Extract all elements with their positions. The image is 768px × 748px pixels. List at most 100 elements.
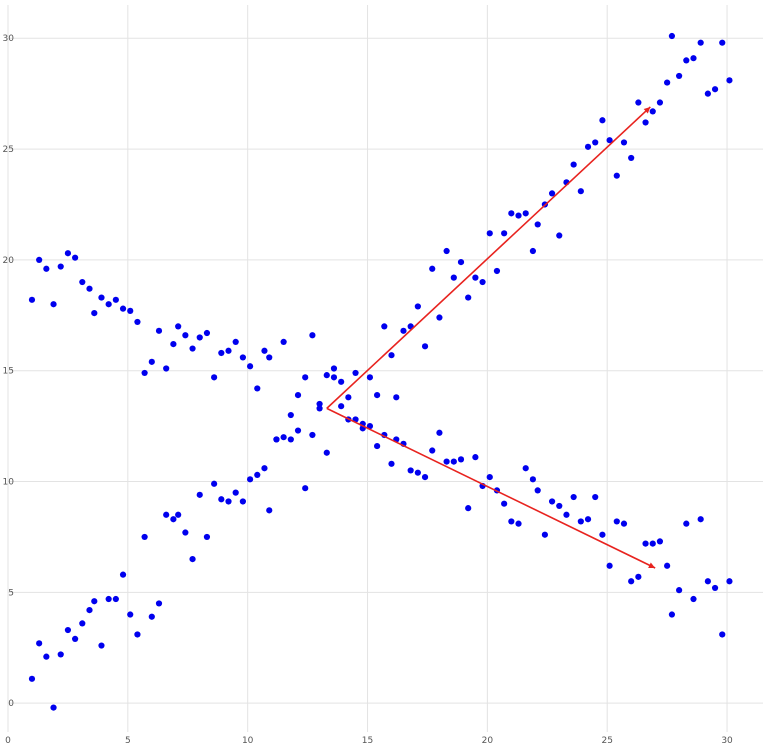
data-point-series-2 [254, 385, 261, 392]
data-point-series-1 [79, 620, 86, 627]
data-point-series-2 [155, 327, 163, 334]
y-tick-label: 30 [3, 34, 15, 44]
data-point-series-1 [697, 39, 704, 46]
data-point-series-1 [556, 232, 563, 239]
data-point-series-1 [719, 39, 726, 46]
data-point-series-2 [163, 365, 170, 372]
data-point-series-1 [189, 556, 196, 563]
data-point-series-1 [119, 571, 127, 578]
data-point-series-2 [261, 347, 268, 354]
data-point-series-1 [635, 99, 642, 106]
data-point-series-1 [141, 533, 148, 541]
data-point-series-2 [280, 338, 287, 346]
data-point-series-1 [501, 230, 508, 237]
data-point-series-2 [309, 332, 316, 339]
data-point-series-1 [486, 230, 493, 237]
data-point-series-2 [170, 341, 177, 348]
data-point-series-1 [381, 323, 388, 330]
data-point-series-1 [388, 352, 395, 359]
data-point-series-2 [414, 469, 421, 476]
data-point-series-1 [211, 480, 218, 487]
data-point-series-2 [203, 329, 211, 337]
data-point-series-2 [141, 369, 148, 377]
data-point-series-1 [465, 294, 472, 301]
data-point-series-1 [261, 465, 268, 472]
arrow-1-shaft [326, 106, 651, 409]
data-point-series-2 [613, 518, 620, 525]
data-point-series-2 [72, 254, 79, 261]
data-point-series-2 [508, 518, 515, 525]
data-point-series-2 [43, 265, 50, 272]
data-point-series-1 [323, 449, 330, 456]
data-point-series-2 [211, 374, 218, 381]
data-point-series-1 [393, 394, 400, 401]
data-point-series-1 [254, 471, 261, 478]
data-point-series-2 [556, 502, 563, 510]
data-point-series-1 [112, 595, 119, 603]
data-point-series-1 [628, 154, 635, 162]
data-point-series-1 [690, 55, 697, 62]
data-point-series-1 [493, 267, 501, 275]
data-point-series-2 [577, 518, 584, 525]
y-tick-label: 20 [3, 256, 15, 266]
data-point-series-2 [599, 531, 606, 538]
data-point-series-1 [72, 635, 79, 643]
data-point-series-2 [196, 334, 203, 341]
data-point-series-2 [429, 447, 436, 454]
data-point-series-2 [676, 587, 683, 594]
data-point-series-1 [577, 188, 584, 195]
data-point-series-2 [606, 562, 613, 569]
data-point-series-2 [592, 493, 599, 501]
x-tick-label: 30 [721, 736, 733, 746]
data-point-series-1 [302, 485, 309, 492]
data-point-series-2 [690, 595, 697, 603]
data-point-series-1 [232, 489, 239, 496]
data-point-series-1 [246, 476, 254, 483]
data-point-series-1 [522, 210, 529, 217]
arrow-2-shaft [326, 407, 656, 569]
data-point-series-2 [86, 285, 93, 292]
data-point-series-1 [91, 598, 98, 605]
data-point-series-2 [218, 349, 225, 357]
data-point-series-2 [266, 354, 273, 361]
data-point-series-1 [548, 190, 556, 197]
data-point-series-1 [592, 139, 599, 146]
data-point-series-2 [182, 332, 189, 339]
data-point-series-1 [711, 86, 719, 93]
data-point-series-1 [479, 278, 486, 286]
data-point-series-2 [28, 296, 36, 303]
data-point-series-1 [134, 631, 141, 638]
data-point-series-1 [606, 137, 613, 144]
data-point-series-1 [374, 391, 381, 399]
data-point-series-1 [642, 119, 649, 126]
x-tick-label: 5 [125, 736, 131, 746]
data-point-series-2 [127, 307, 134, 314]
data-point-series-2 [635, 573, 642, 580]
data-point-series-2 [628, 578, 635, 585]
data-point-series-1 [472, 274, 479, 281]
data-point-series-2 [287, 411, 294, 419]
data-point-series-1 [508, 210, 515, 217]
data-point-series-2 [64, 250, 72, 257]
data-point-series-2 [239, 354, 246, 361]
data-point-series-2 [330, 365, 338, 372]
data-point-series-2 [225, 347, 232, 354]
y-tick-label: 10 [3, 478, 15, 488]
data-point-series-1 [105, 595, 112, 603]
data-point-series-1 [656, 99, 664, 106]
data-point-series-2 [620, 520, 628, 527]
data-point-series-2 [421, 474, 429, 481]
data-point-series-2 [36, 256, 43, 263]
data-point-series-2 [175, 323, 182, 330]
data-point-series-2 [450, 458, 457, 465]
data-point-series-1 [294, 427, 302, 434]
data-point-series-1 [529, 247, 537, 255]
data-point-series-2 [112, 296, 119, 303]
data-point-series-1 [175, 511, 182, 518]
data-point-series-2 [515, 520, 522, 527]
data-point-series-2 [683, 520, 690, 527]
data-point-series-1 [50, 704, 57, 711]
data-point-series-2 [119, 305, 127, 312]
data-point-series-2 [388, 460, 395, 467]
